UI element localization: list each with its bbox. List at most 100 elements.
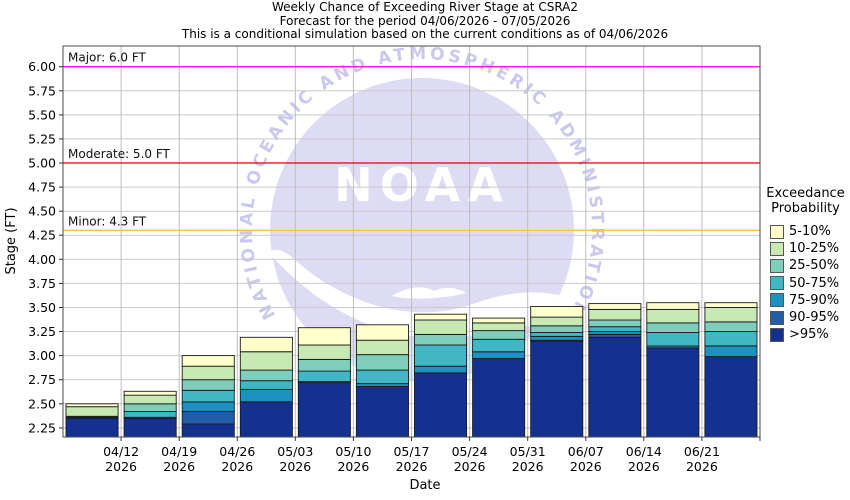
bar-segment-band-1 <box>181 411 235 425</box>
bar-segment-band-5 <box>123 394 177 405</box>
bar-segment-band-6 <box>181 355 235 367</box>
bar-segment-band-5 <box>472 322 526 332</box>
bar-segment-band-5 <box>65 406 119 417</box>
flood-reference-lines: Major: 6.0 FT Moderate: 5.0 FT Minor: 4.3 … <box>63 51 760 232</box>
x-tick-label-year: 2026 <box>686 459 718 474</box>
bar-segment-band-4 <box>588 319 642 328</box>
bar-segment-band-6 <box>646 302 700 310</box>
legend-item-5: 90-95% <box>761 309 850 326</box>
bar-segment-band-0 <box>646 347 700 438</box>
bar-segment-band-0 <box>530 340 584 438</box>
bar-segment-band-3 <box>297 370 351 383</box>
refline-label-major: Major: 6.0 FT <box>68 51 147 65</box>
legend-label-0: 5-10% <box>789 224 831 240</box>
refline-label-moderate: Moderate: 5.0 FT <box>68 147 171 161</box>
legend-swatch-4 <box>770 293 784 308</box>
bar-segment-band-5 <box>355 339 409 356</box>
bar-segment-band-5 <box>414 319 468 335</box>
legend-swatch-2 <box>770 258 784 273</box>
legend-item-6: >95% <box>761 326 850 343</box>
bar-segment-band-5 <box>646 308 700 324</box>
legend-swatch-0 <box>770 224 784 239</box>
y-tick-label: 2.50 <box>28 396 56 411</box>
bar-segment-band-6 <box>65 403 119 408</box>
legend-item-3: 50-75% <box>761 275 850 292</box>
y-tick-label: 5.75 <box>28 83 56 98</box>
refline-label-minor: Minor: 4.3 FT <box>68 214 147 228</box>
x-tick-label-year: 2026 <box>221 459 253 474</box>
y-tick-label: 2.75 <box>28 372 56 387</box>
x-tick-label-week: 06/21 <box>684 444 720 459</box>
bar-segment-band-6 <box>472 317 526 324</box>
legend-item-4: 75-90% <box>761 292 850 309</box>
bar-segment-band-6 <box>239 336 293 353</box>
y-tick-label: 5.25 <box>28 131 56 146</box>
bar-segment-band-6 <box>588 303 642 310</box>
legend-items: 5-10% 10-25% 25-50% 50-75% 75-90% 90-95% >95% <box>761 223 850 343</box>
bar-segment-band-5 <box>530 316 584 327</box>
y-tick-label: 3.50 <box>28 300 56 315</box>
x-tick-label-week: 05/10 <box>335 444 371 459</box>
y-tick-label: 5.50 <box>28 107 56 122</box>
chart-titles: Weekly Chance of Exceeding River Stage a… <box>0 0 850 42</box>
y-tick-label: 2.25 <box>28 420 56 435</box>
bar-segment-band-6 <box>704 302 758 308</box>
x-axis-title: Date <box>409 478 440 493</box>
title-line-2: Forecast for the period 04/06/2026 - 07/… <box>279 13 571 28</box>
x-tick-label-week: 05/03 <box>277 444 313 459</box>
y-tick-label: 3.75 <box>28 276 56 291</box>
x-tick-label-week: 05/31 <box>510 444 546 459</box>
bar-segment-band-5 <box>239 351 293 371</box>
bar-segment-band-0 <box>65 417 119 438</box>
legend-swatch-5 <box>770 310 784 325</box>
bar-segment-band-6 <box>355 324 409 341</box>
bar-segment-band-3 <box>588 326 642 332</box>
y-axis-title: Stage (FT) <box>4 207 19 274</box>
title-line-1: Weekly Chance of Exceeding River Stage a… <box>271 0 579 14</box>
bar-segment-band-5 <box>297 344 351 360</box>
bar-segment-band-4 <box>530 325 584 333</box>
bar-segment-band-4 <box>646 322 700 333</box>
x-tick-label-year: 2026 <box>396 459 428 474</box>
bar-segment-band-0 <box>239 401 293 438</box>
legend-item-1: 10-25% <box>761 240 850 257</box>
y-tick-label: 3.00 <box>28 348 56 363</box>
bar-segment-band-5 <box>181 365 235 381</box>
bar-segment-band-0 <box>355 385 409 438</box>
bar-segment-band-0 <box>472 358 526 438</box>
bar-segment-band-0 <box>704 356 758 438</box>
legend-item-0: 5-10% <box>761 223 850 240</box>
legend-label-4: 75-90% <box>789 292 840 308</box>
bar-segment-band-5 <box>704 307 758 323</box>
y-tick-label: 4.00 <box>28 252 56 267</box>
y-tick-label: 4.50 <box>28 204 56 219</box>
legend-label-3: 50-75% <box>789 275 840 291</box>
legend-item-2: 25-50% <box>761 257 850 274</box>
bar-segment-band-2 <box>414 365 468 374</box>
bar-segment-band-6 <box>297 327 351 346</box>
y-tick-label: 4.75 <box>28 180 56 195</box>
y-tick-label: 3.25 <box>28 324 56 339</box>
bar-segment-band-3 <box>704 331 758 347</box>
x-tick-label-year: 2026 <box>105 459 137 474</box>
bar-segment-band-4 <box>297 359 351 372</box>
bar-segment-band-6 <box>123 390 177 396</box>
legend-swatch-6 <box>770 327 784 342</box>
x-tick-label-week: 04/19 <box>161 444 197 459</box>
x-tick-label-year: 2026 <box>512 459 544 474</box>
bar-segment-band-4 <box>414 333 468 346</box>
bar-segment-band-6 <box>530 306 584 318</box>
bar-segment-band-3 <box>239 380 293 390</box>
legend-label-1: 10-25% <box>789 241 840 257</box>
bar-segment-band-3 <box>355 369 409 385</box>
bar-segment-band-2 <box>530 335 584 341</box>
bar-segment-band-0 <box>123 417 177 438</box>
x-tick-label-week: 06/07 <box>568 444 604 459</box>
x-tick-label-week: 06/14 <box>626 444 662 459</box>
legend-label-6: >95% <box>789 327 829 343</box>
x-tick-label-year: 2026 <box>570 459 602 474</box>
bar-segment-band-2 <box>704 345 758 358</box>
y-tick-label: 4.25 <box>28 228 56 243</box>
